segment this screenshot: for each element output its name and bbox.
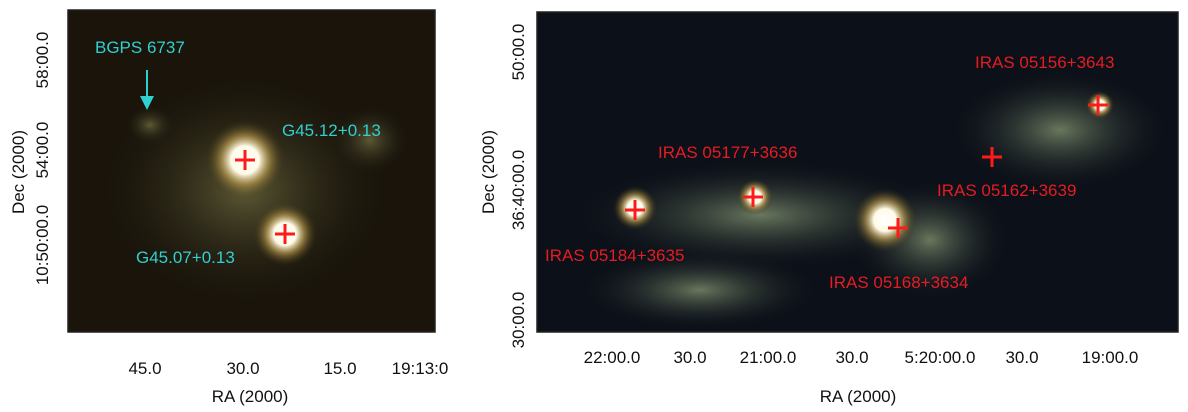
source-label: IRAS 05168+3634 [829,273,968,292]
y-tick-label: 58:00.0 [33,32,52,89]
source-label: IRAS 05156+3643 [975,53,1114,72]
x-axis-label: RA (2000) [820,387,897,406]
y-tick-label: 50:00.0 [509,24,528,81]
y-tick-label: 36:40:00.0 [509,150,528,230]
page: BGPS 6737 G45.12+0.13 G45.07+0.13 45.0 3… [0,0,1188,412]
x-tick-label: 15.0 [323,359,356,378]
source-label: IRAS 05162+3639 [937,181,1076,200]
x-tick-label: 21:00.0 [740,348,797,367]
source-label: G45.12+0.13 [282,121,381,140]
x-tick-label: 30.0 [835,348,868,367]
y-tick-label: 54:00.0 [33,122,52,179]
source-label: G45.07+0.13 [136,248,235,267]
source-label: IRAS 05177+3636 [658,143,797,162]
x-axis-label: RA (2000) [212,387,289,406]
y-tick-label: 10:50:00.0 [33,205,52,285]
x-tick-label: 5:20:00.0 [905,348,976,367]
y-axis-label: Dec (2000) [479,130,498,214]
y-tick-label: 30:00.0 [509,292,528,349]
x-tick-label: 45.0 [128,359,161,378]
y-axis-label: Dec (2000) [9,130,28,214]
x-tick-label: 19:13:0 [392,359,449,378]
x-tick-label: 30.0 [673,348,706,367]
left-image [68,10,435,332]
x-tick-label: 19:00.0 [1082,348,1139,367]
figure: BGPS 6737 G45.12+0.13 G45.07+0.13 45.0 3… [0,0,1188,412]
x-tick-label: 22:00.0 [584,348,641,367]
x-tick-label: 30.0 [226,359,259,378]
source-label: IRAS 05184+3635 [545,246,684,265]
source-label: BGPS 6737 [95,38,185,57]
x-tick-label: 30.0 [1005,348,1038,367]
